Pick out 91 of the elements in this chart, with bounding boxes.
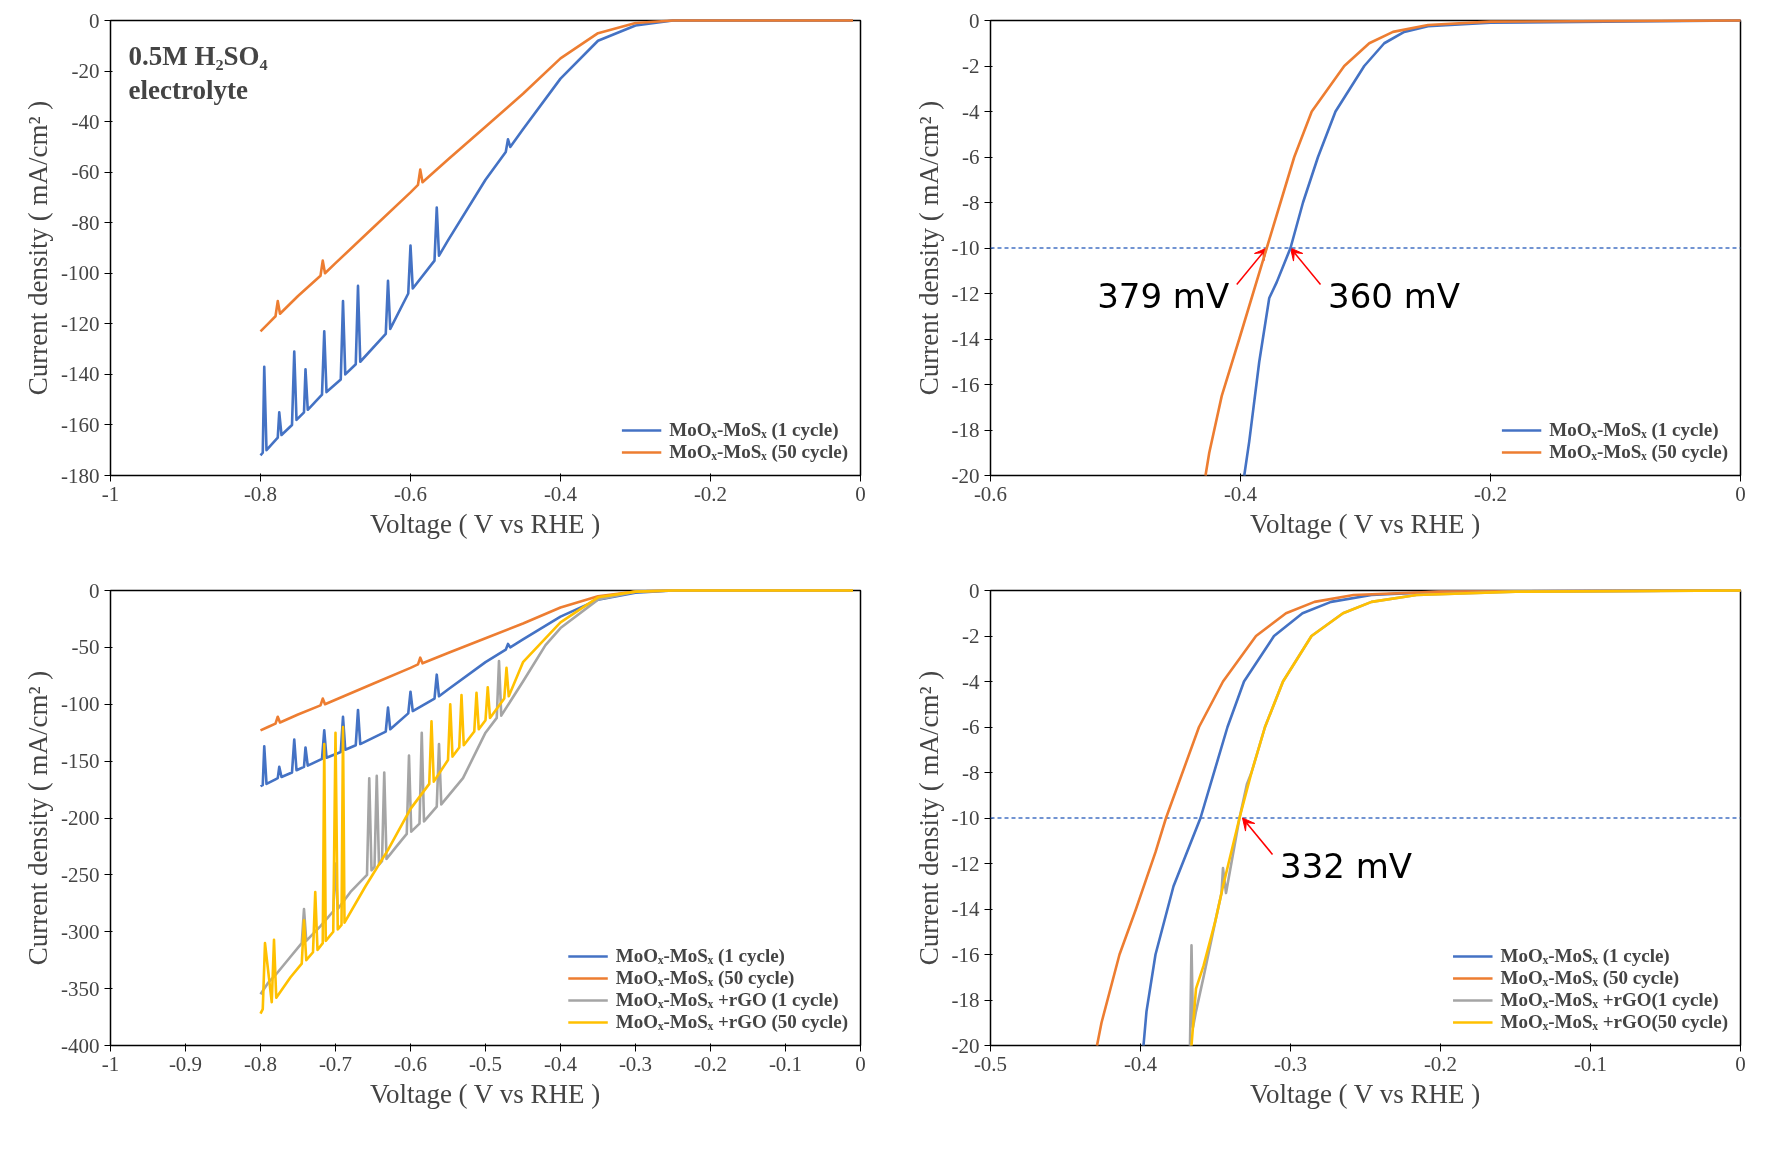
- y-tick-label: -40: [71, 109, 100, 134]
- x-tick-label: 0: [855, 481, 866, 506]
- y-tick-label: -18: [951, 988, 980, 1012]
- y-tick-label: -10: [951, 806, 980, 830]
- x-tick-label: -0.3: [1273, 1051, 1308, 1076]
- legend-label: MoOₓ-MoSₓ (1 cycle): [669, 419, 839, 441]
- y-tick-label: -50: [71, 635, 100, 660]
- x-tick-label: -0.7: [318, 1051, 353, 1076]
- x-tick-label: -0.8: [243, 1051, 278, 1076]
- legend-label: MoOₓ-MoSₓ (50 cycle): [669, 441, 848, 463]
- legend-label: MoOₓ-MoSₓ (50 cycle): [1500, 967, 1680, 989]
- x-tick-label: -0.9: [168, 1051, 203, 1076]
- y-axis-title: Current density ( mA/cm² ): [913, 670, 944, 966]
- y-axis-title: Current density ( mA/cm² ): [23, 100, 54, 396]
- y-tick-label: -14: [951, 897, 980, 921]
- y-tick-label: -150: [61, 749, 100, 774]
- y-tick-label: -120: [61, 311, 100, 336]
- y-tick-label: -300: [61, 919, 100, 944]
- y-tick-label: -6: [962, 715, 980, 739]
- x-tick-label: 0: [855, 1051, 866, 1076]
- annotation: 0.5M H₂SO₄: [128, 40, 268, 71]
- annotation: 360 mV: [1328, 276, 1461, 317]
- legend-label: MoOₓ-MoSₓ (1 cycle): [615, 945, 785, 967]
- y-tick-label: -20: [951, 463, 980, 488]
- annotation: 332 mV: [1280, 846, 1413, 887]
- y-tick-label: -60: [71, 160, 100, 185]
- y-tick-label: -100: [61, 261, 100, 286]
- y-tick-label: -100: [61, 692, 100, 717]
- legend-label: MoOₓ-MoSₓ +rGO (1 cycle): [615, 989, 839, 1011]
- x-tick-label: -1: [101, 481, 120, 506]
- y-tick-label: -400: [61, 1033, 100, 1058]
- x-tick-label: -0.6: [393, 481, 428, 506]
- y-tick-label: -2: [962, 624, 980, 648]
- y-tick-label: -12: [951, 281, 980, 306]
- y-axis-title: Current density ( mA/cm² ): [23, 670, 54, 966]
- y-tick-label: -10: [951, 236, 980, 260]
- y-tick-label: 0: [969, 8, 980, 33]
- y-tick-label: 0: [969, 578, 980, 603]
- x-tick-label: -0.2: [693, 481, 728, 506]
- y-tick-label: -20: [71, 59, 100, 84]
- x-axis-title: Voltage ( V vs RHE ): [1249, 1078, 1481, 1109]
- legend-label: MoOₓ-MoSₓ (1 cycle): [1500, 945, 1670, 967]
- y-tick-label: -16: [951, 942, 980, 967]
- x-tick-label: -0.1: [768, 1051, 803, 1076]
- y-tick-label: -16: [951, 372, 980, 397]
- y-tick-label: -140: [61, 362, 100, 387]
- x-tick-label: -0.2: [1423, 1051, 1458, 1076]
- y-tick-label: -160: [61, 412, 100, 437]
- y-tick-label: -4: [962, 669, 980, 694]
- legend-label: MoOₓ-MoSₓ (50 cycle): [1549, 441, 1728, 463]
- y-tick-label: -80: [71, 210, 100, 235]
- legend-label: MoOₓ-MoSₓ (1 cycle): [1549, 419, 1719, 441]
- legend-label: MoOₓ-MoSₓ +rGO(1 cycle): [1500, 989, 1719, 1011]
- y-tick-label: -200: [61, 806, 100, 830]
- x-tick-label: -1: [101, 1051, 120, 1076]
- y-tick-label: 0: [89, 578, 100, 603]
- x-tick-label: -0.2: [1473, 481, 1508, 506]
- x-tick-label: -0.1: [1573, 1051, 1608, 1076]
- y-tick-label: -8: [962, 190, 980, 215]
- x-axis-title: Voltage ( V vs RHE ): [369, 508, 601, 539]
- y-tick-label: -8: [962, 760, 980, 785]
- x-tick-label: -0.3: [618, 1051, 653, 1076]
- y-tick-label: -2: [962, 54, 980, 78]
- x-tick-label: 0: [1735, 1051, 1746, 1076]
- y-tick-label: -18: [951, 418, 980, 442]
- legend-label: MoOₓ-MoSₓ (50 cycle): [615, 967, 795, 989]
- x-tick-label: -0.4: [543, 1051, 578, 1076]
- y-tick-label: 0: [89, 8, 100, 33]
- legend-label: MoOₓ-MoSₓ +rGO(50 cycle): [1500, 1011, 1728, 1033]
- y-tick-label: -4: [962, 99, 980, 124]
- x-tick-label: 0: [1735, 481, 1746, 506]
- y-axis-title: Current density ( mA/cm² ): [913, 100, 944, 396]
- x-tick-label: -0.4: [1123, 1051, 1158, 1076]
- x-tick-label: -0.2: [693, 1051, 728, 1076]
- legend-label: MoOₓ-MoSₓ +rGO (50 cycle): [615, 1011, 848, 1033]
- x-axis-title: Voltage ( V vs RHE ): [369, 1078, 601, 1109]
- x-axis-title: Voltage ( V vs RHE ): [1249, 508, 1481, 539]
- x-tick-label: -0.4: [1223, 481, 1258, 506]
- y-tick-label: -250: [61, 862, 100, 887]
- x-tick-label: -0.5: [468, 1051, 503, 1076]
- y-tick-label: -14: [951, 327, 980, 351]
- y-tick-label: -180: [61, 463, 100, 488]
- annotation: 379 mV: [1097, 276, 1230, 317]
- x-tick-label: -0.4: [543, 481, 578, 506]
- annotation: electrolyte: [128, 74, 248, 105]
- x-tick-label: -0.6: [393, 1051, 428, 1076]
- y-tick-label: -20: [951, 1033, 980, 1058]
- x-tick-label: -0.8: [243, 481, 278, 506]
- y-tick-label: -12: [951, 851, 980, 876]
- y-tick-label: -350: [61, 976, 100, 1001]
- y-tick-label: -6: [962, 145, 980, 169]
